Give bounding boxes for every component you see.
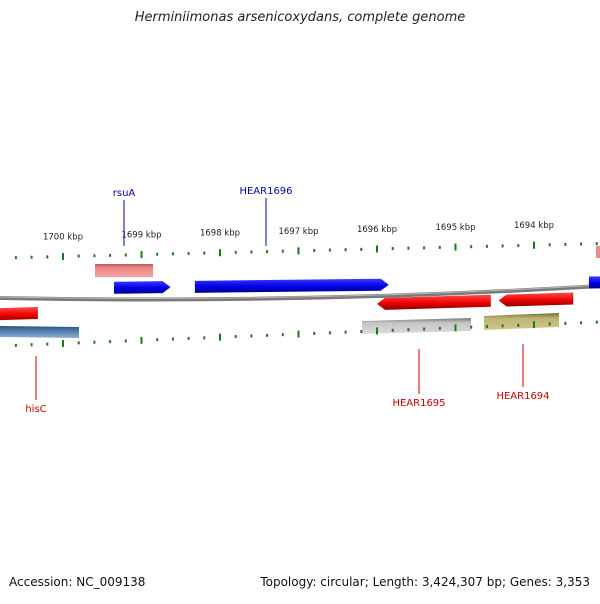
genes-value: 3,353: [555, 575, 590, 589]
genes-label: Genes:: [509, 575, 552, 589]
tick-label: 1697 kbp: [278, 227, 318, 237]
tick-label: 1700 kbp: [43, 232, 83, 242]
gene-arrow[interactable]: [498, 292, 574, 307]
tick-label: 1699 kbp: [121, 231, 161, 241]
tick-label: 1694 kbp: [514, 221, 554, 231]
tick-label: 1695 kbp: [435, 223, 475, 233]
gene-arrows: [0, 276, 600, 321]
gene-label[interactable]: hisC: [25, 404, 46, 415]
genome-backbone: [0, 284, 600, 302]
genome-title: Herminiimonas arsenicoxydans, complete g…: [134, 10, 466, 25]
accession-label: Accession:: [9, 575, 73, 589]
genome-stats: Topology: circular; Length: 3,424,307 bp…: [260, 575, 590, 589]
gene-label[interactable]: HEAR1694: [496, 391, 549, 402]
feature-bar-pink: [95, 264, 153, 277]
gene-labels: rsuA HEAR1696 hisC HEAR1695 HEAR1694: [25, 186, 549, 415]
feature-bar-edge-pink: [596, 246, 600, 258]
feature-bar-gray: [362, 318, 471, 334]
gene-label[interactable]: HEAR1696: [239, 186, 292, 197]
gene-arrow[interactable]: [588, 276, 600, 289]
scale-tick-labels: 1700 kbp 1699 kbp 1698 kbp 1697 kbp 1696 kbp…: [43, 221, 554, 242]
tick-label: 1698 kbp: [200, 229, 240, 239]
accession-value: NC_009138: [76, 575, 146, 589]
gene-arrow[interactable]: [0, 306, 38, 321]
scale-ticks-upper: [14, 241, 598, 260]
gene-arrow[interactable]: [377, 294, 491, 310]
gene-label[interactable]: rsuA: [113, 188, 136, 199]
gene-label[interactable]: HEAR1695: [392, 398, 445, 409]
length-label: Length:: [372, 575, 419, 589]
feature-bar-steel: [0, 326, 79, 338]
gene-arrow[interactable]: [114, 281, 171, 294]
topology-label: Topology:: [260, 575, 317, 589]
gene-arrow[interactable]: [194, 278, 389, 293]
length-value: 3,424,307 bp: [421, 575, 502, 589]
accession-info: Accession: NC_009138: [9, 575, 145, 589]
scale-ticks-lower: [14, 320, 598, 347]
feature-bar-olive: [484, 313, 559, 330]
tick-label: 1696 kbp: [357, 225, 397, 235]
genome-backbone-highlight: [0, 284, 600, 299]
topology-value: circular: [320, 575, 365, 589]
